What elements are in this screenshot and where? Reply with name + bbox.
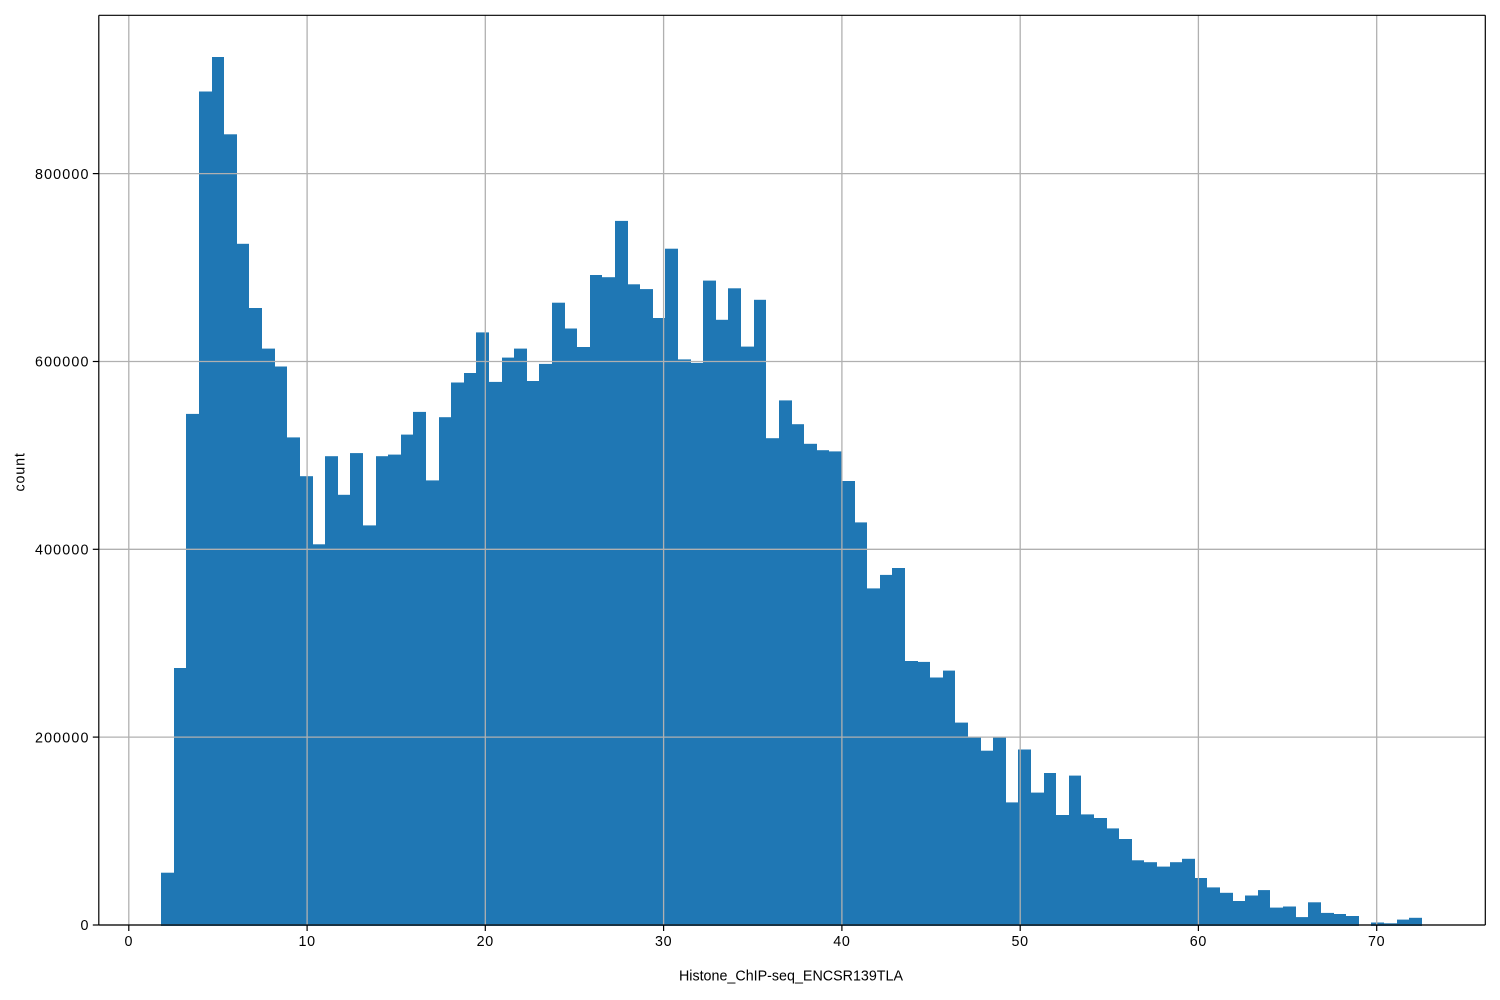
svg-text:count: count (13, 452, 29, 491)
svg-text:0: 0 (124, 934, 133, 950)
svg-text:0: 0 (80, 918, 89, 934)
svg-text:40: 40 (833, 934, 850, 950)
svg-text:200000: 200000 (35, 730, 90, 746)
svg-text:Histone_ChIP-seq_ENCSR139TLA: Histone_ChIP-seq_ENCSR139TLA (679, 969, 904, 985)
svg-text:70: 70 (1368, 934, 1385, 950)
svg-text:30: 30 (655, 934, 672, 950)
svg-text:800000: 800000 (35, 167, 90, 183)
svg-text:400000: 400000 (35, 543, 90, 559)
svg-text:10: 10 (298, 934, 315, 950)
svg-text:50: 50 (1012, 934, 1029, 950)
svg-text:600000: 600000 (35, 355, 90, 371)
svg-text:60: 60 (1190, 934, 1207, 950)
svg-text:20: 20 (477, 934, 494, 950)
